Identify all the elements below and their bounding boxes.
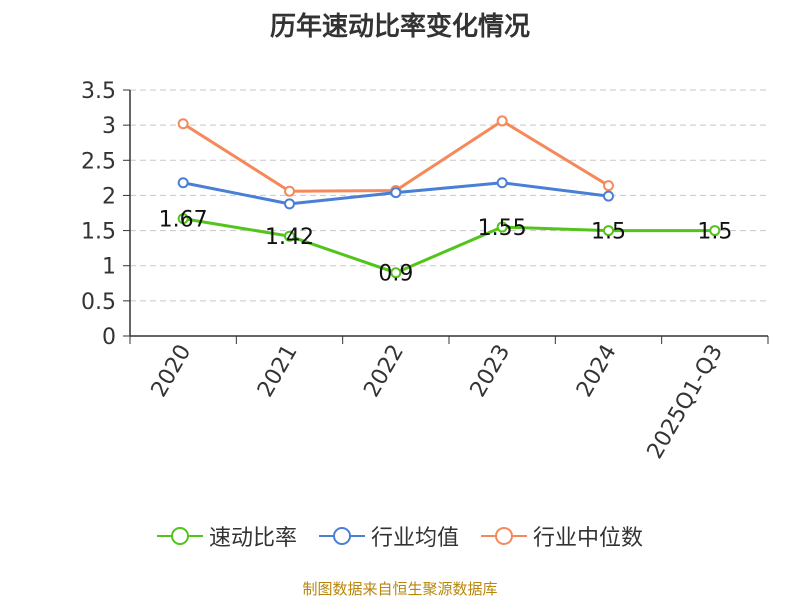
data-point (177, 177, 189, 189)
y-tick-label: 2.5 (81, 149, 116, 174)
data-point (496, 177, 508, 189)
data-point (177, 118, 189, 130)
y-tick-label: 0.5 (81, 290, 116, 315)
data-label: 1.5 (591, 220, 626, 245)
series-line (182, 119, 610, 193)
y-tick-label: 3.5 (81, 79, 116, 104)
y-tick-label: 3 (102, 114, 116, 139)
data-label: 1.55 (478, 216, 527, 241)
source-note: 制图数据来自恒生聚源数据库 (302, 580, 498, 598)
data-point (496, 221, 508, 233)
data-point (390, 267, 402, 279)
data-point (284, 198, 295, 210)
data-label: 1.67 (159, 208, 208, 233)
data-point (709, 225, 721, 237)
data-point (496, 115, 508, 127)
y-tick-label: 2 (102, 184, 116, 209)
data-point (603, 190, 614, 202)
x-tick-label: 2025Q1-Q3 (643, 341, 728, 464)
data-label: 0.9 (378, 262, 413, 287)
series-line (182, 217, 715, 275)
legend-label: 行业均值 (370, 526, 459, 551)
data-label: 1.5 (697, 220, 732, 245)
x-tick-label: 2023 (466, 340, 516, 401)
data-point (177, 213, 189, 225)
y-tick-label: 0 (102, 325, 116, 350)
data-point (284, 230, 295, 242)
chart-title: 历年速动比率变化情况 (269, 12, 530, 42)
data-point (603, 225, 614, 237)
legend-line-marker (156, 527, 203, 545)
legend-item-industry-median[interactable]: 行业中位数 (481, 520, 643, 552)
x-tick-label: 2024 (572, 341, 622, 402)
y-tick-label: 1.5 (81, 220, 116, 245)
legend-label: 行业中位数 (533, 526, 644, 551)
legend: 速动比率 行业均值 行业中位数 (0, 520, 800, 552)
y-tick-label: 1 (102, 255, 116, 280)
data-label: 1.42 (265, 225, 314, 250)
x-tick-label: 2021 (253, 341, 303, 402)
data-point (390, 187, 402, 199)
legend-line-marker (481, 527, 527, 545)
x-tick-label: 2020 (147, 341, 197, 402)
legend-item-quick-ratio[interactable]: 速动比率 (156, 520, 297, 552)
data-point (284, 185, 295, 197)
x-tick-label: 2022 (359, 341, 409, 402)
legend-line-marker (318, 527, 365, 545)
legend-label: 速动比率 (208, 526, 297, 551)
legend-item-industry-mean[interactable]: 行业均值 (318, 520, 459, 552)
data-point (603, 180, 614, 192)
